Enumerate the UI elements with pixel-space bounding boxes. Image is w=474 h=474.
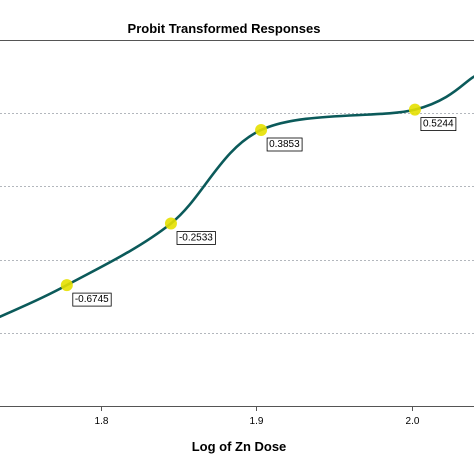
data-label-text: -0.2533 [179, 232, 213, 243]
chart-title: Probit Transformed Responses [128, 21, 321, 36]
x-tick-label: 2.0 [406, 416, 420, 427]
data-point-marker [255, 123, 268, 136]
data-label: -0.6745 [72, 292, 112, 307]
data-label: -0.2533 [176, 231, 216, 245]
data-label: 0.5244 [420, 117, 457, 131]
data-label-box [420, 117, 457, 131]
data-label-box [72, 292, 112, 307]
x-axis-ticks: 1.8 1.9 2.0 [95, 406, 420, 427]
data-label-text: 0.3853 [269, 139, 300, 150]
data-point-marker [408, 103, 421, 116]
data-point-marker [164, 217, 177, 230]
data-point-marker [60, 279, 73, 292]
gridlines [0, 113, 474, 334]
data-label-box [176, 231, 216, 245]
x-tick-label: 1.8 [95, 416, 109, 427]
data-points: -0.6745 -0.2533 0.3853 0.5244 [60, 103, 457, 307]
data-label-text: 0.5244 [423, 119, 454, 130]
x-tick-label: 1.9 [250, 416, 264, 427]
series-line-0 [0, 75, 474, 318]
data-label: 0.3853 [266, 137, 303, 152]
x-axis-label: Log of Zn Dose [192, 439, 287, 454]
data-label-text: -0.6745 [75, 294, 109, 305]
series-lines [0, 75, 474, 318]
data-label-box [266, 137, 303, 152]
